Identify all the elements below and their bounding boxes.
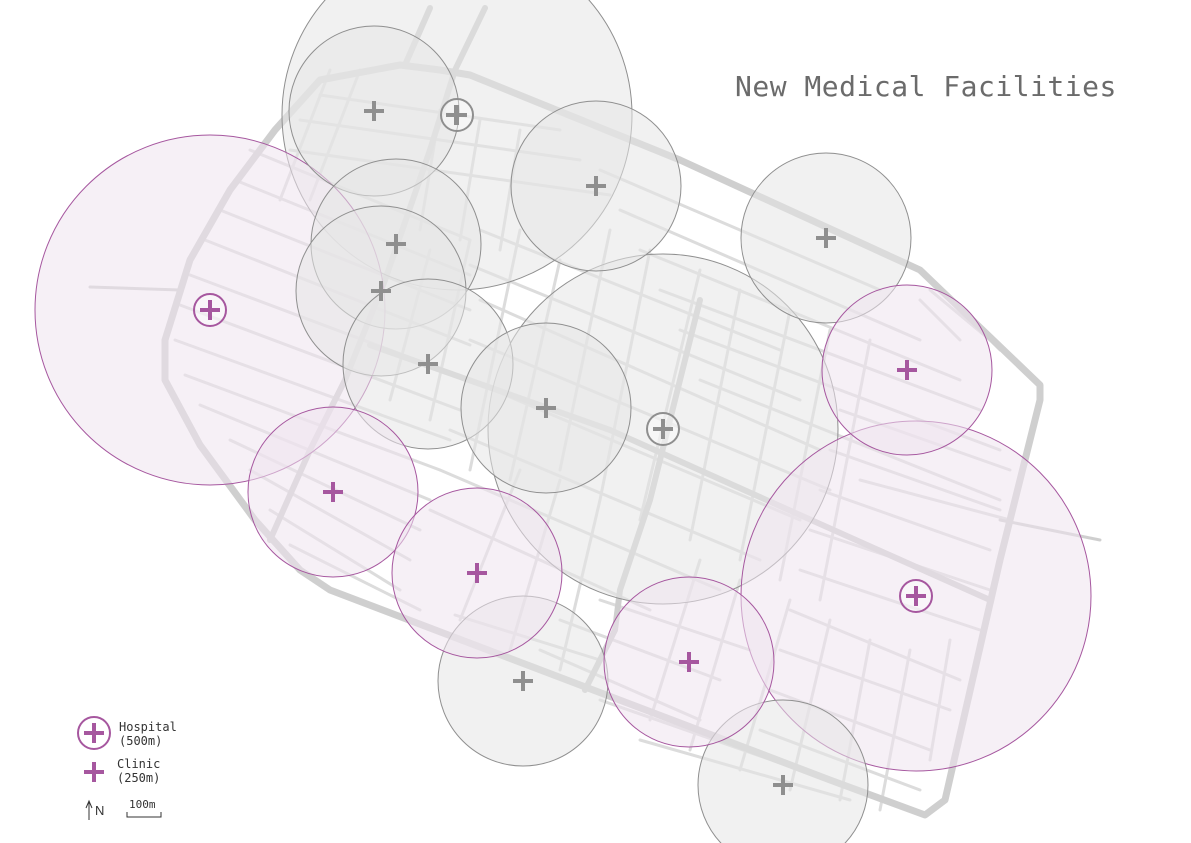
clinic-marker-icon bbox=[386, 234, 406, 254]
clinic-marker-icon bbox=[586, 176, 606, 196]
scale-bar-icon bbox=[126, 812, 162, 818]
facility-markers bbox=[193, 98, 933, 795]
legend-hospital-text: Hospital (500m) bbox=[119, 720, 177, 748]
clinic-marker-icon bbox=[323, 482, 343, 502]
clinic-marker-icon bbox=[371, 281, 391, 301]
hospital-marker-icon bbox=[646, 412, 680, 446]
legend-clinic-text: Clinic (250m) bbox=[117, 757, 160, 785]
clinic-marker-icon bbox=[773, 775, 793, 795]
clinic-marker-icon bbox=[446, 105, 466, 125]
clinic-marker-icon bbox=[536, 398, 556, 418]
legend-hospital-radius: (500m) bbox=[119, 734, 163, 748]
clinic-marker-icon bbox=[816, 228, 836, 248]
hospital-marker-icon bbox=[193, 293, 227, 327]
clinic-marker-icon bbox=[513, 671, 533, 691]
clinic-marker-icon bbox=[364, 101, 384, 121]
legend-clinic-radius: (250m) bbox=[117, 771, 161, 785]
clinic-marker-icon bbox=[679, 652, 699, 672]
clinic-marker-icon bbox=[897, 360, 917, 380]
map-title: New Medical Facilities bbox=[735, 70, 1117, 103]
legend bbox=[77, 716, 162, 820]
scale-label: 100m bbox=[129, 798, 156, 811]
clinic-marker-icon bbox=[467, 563, 487, 583]
clinic-marker-icon bbox=[418, 354, 438, 374]
legend-clinic-label: Clinic bbox=[117, 757, 161, 771]
clinic-coverage-circle bbox=[697, 699, 869, 843]
north-label: N bbox=[95, 803, 105, 818]
legend-hospital-label: Hospital bbox=[119, 720, 177, 734]
hospital-marker-icon bbox=[899, 579, 933, 613]
coverage-areas bbox=[34, 0, 1092, 843]
north-arrow-head-icon bbox=[85, 799, 93, 809]
